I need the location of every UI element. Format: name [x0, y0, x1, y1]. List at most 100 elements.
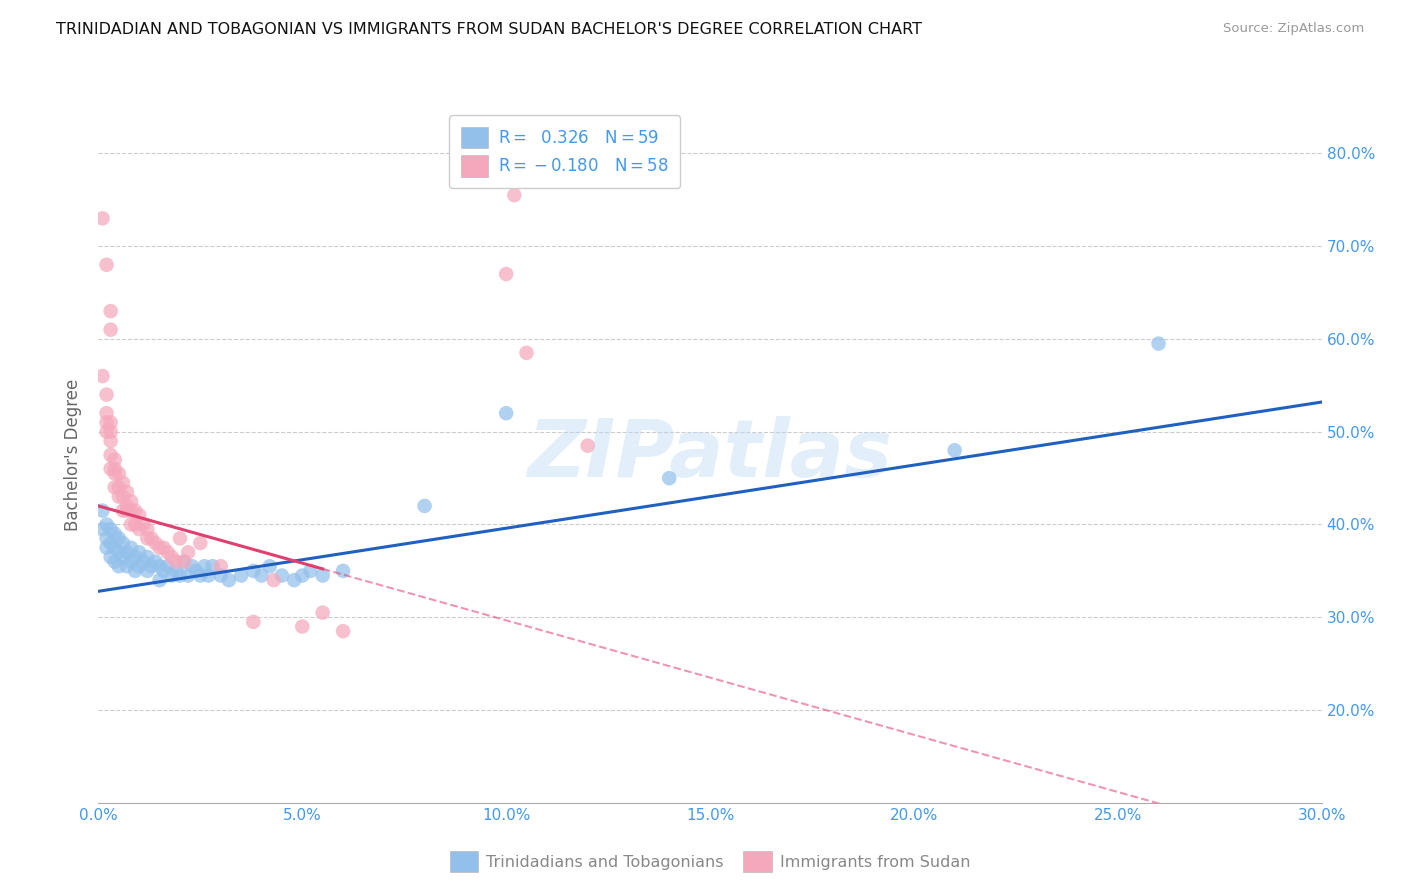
Point: [96, 517, 118, 532]
Point: [250, 568, 273, 582]
Point: [111, 475, 134, 490]
Point: [120, 503, 142, 517]
Point: [96, 406, 118, 420]
Point: [108, 480, 131, 494]
Point: [100, 323, 122, 337]
Point: [108, 532, 131, 546]
Point: [100, 304, 122, 318]
Point: [100, 416, 122, 430]
Point: [186, 564, 208, 578]
Point: [156, 545, 179, 559]
Text: Source: ZipAtlas.com: Source: ZipAtlas.com: [1223, 22, 1364, 36]
Point: [209, 568, 232, 582]
Point: [291, 568, 314, 582]
Point: [495, 406, 517, 420]
Point: [111, 536, 134, 550]
Point: [128, 559, 150, 574]
Point: [100, 448, 122, 462]
Point: [96, 532, 118, 546]
Point: [100, 425, 122, 439]
Point: [120, 555, 142, 569]
Point: [169, 532, 191, 546]
Point: [128, 545, 150, 559]
Point: [100, 536, 122, 550]
Point: [270, 568, 294, 582]
Point: [115, 559, 138, 574]
Point: [111, 549, 134, 564]
Point: [124, 564, 146, 578]
Point: [91, 522, 114, 536]
Point: [136, 564, 159, 578]
Point: [943, 443, 966, 458]
Point: [104, 480, 127, 494]
Point: [91, 369, 114, 384]
Point: [188, 536, 212, 550]
Point: [132, 517, 155, 532]
Point: [516, 346, 538, 360]
Point: [156, 559, 179, 574]
Point: [96, 387, 118, 401]
Point: [169, 568, 191, 582]
Point: [218, 573, 240, 587]
Point: [141, 559, 163, 574]
Point: [259, 559, 281, 574]
Point: [181, 559, 204, 574]
Point: [658, 471, 681, 485]
Point: [242, 615, 264, 629]
Text: TRINIDADIAN AND TOBAGONIAN VS IMMIGRANTS FROM SUDAN BACHELOR'S DEGREE CORRELATIO: TRINIDADIAN AND TOBAGONIAN VS IMMIGRANTS…: [56, 22, 922, 37]
Point: [96, 425, 118, 439]
Point: [100, 434, 122, 448]
Point: [120, 517, 142, 532]
Point: [332, 564, 354, 578]
Point: [104, 452, 127, 467]
Point: [136, 549, 159, 564]
Point: [100, 549, 122, 564]
Point: [96, 541, 118, 555]
Point: [283, 573, 305, 587]
Point: [231, 568, 253, 582]
Point: [120, 541, 142, 555]
Point: [1147, 336, 1170, 351]
Point: [132, 555, 155, 569]
Point: [108, 467, 131, 481]
Point: [111, 490, 134, 504]
Point: [104, 467, 127, 481]
Point: [165, 564, 187, 578]
Point: [145, 555, 167, 569]
Point: [201, 559, 224, 574]
Point: [188, 568, 212, 582]
Point: [160, 549, 183, 564]
Point: [173, 555, 195, 569]
Point: [291, 619, 314, 633]
Point: [124, 517, 146, 532]
Point: [108, 559, 131, 574]
Point: [91, 503, 114, 517]
Point: [136, 522, 159, 536]
Point: [165, 555, 187, 569]
Point: [413, 499, 436, 513]
Point: [242, 564, 264, 578]
Point: [115, 499, 138, 513]
Point: [115, 485, 138, 500]
Point: [111, 503, 134, 517]
Point: [145, 536, 167, 550]
Point: [108, 490, 131, 504]
Point: [124, 549, 146, 564]
Point: [177, 545, 200, 559]
Point: [128, 522, 150, 536]
Point: [177, 568, 200, 582]
Point: [104, 555, 127, 569]
Point: [104, 462, 127, 476]
Point: [149, 573, 172, 587]
Point: [576, 439, 599, 453]
Y-axis label: Bachelor's Degree: Bachelor's Degree: [65, 379, 83, 531]
Point: [115, 545, 138, 559]
Point: [503, 188, 526, 202]
Point: [495, 267, 517, 281]
Point: [197, 568, 219, 582]
Point: [115, 503, 138, 517]
Point: [149, 541, 172, 555]
Point: [193, 559, 215, 574]
Point: [120, 494, 142, 508]
Point: [152, 564, 174, 578]
